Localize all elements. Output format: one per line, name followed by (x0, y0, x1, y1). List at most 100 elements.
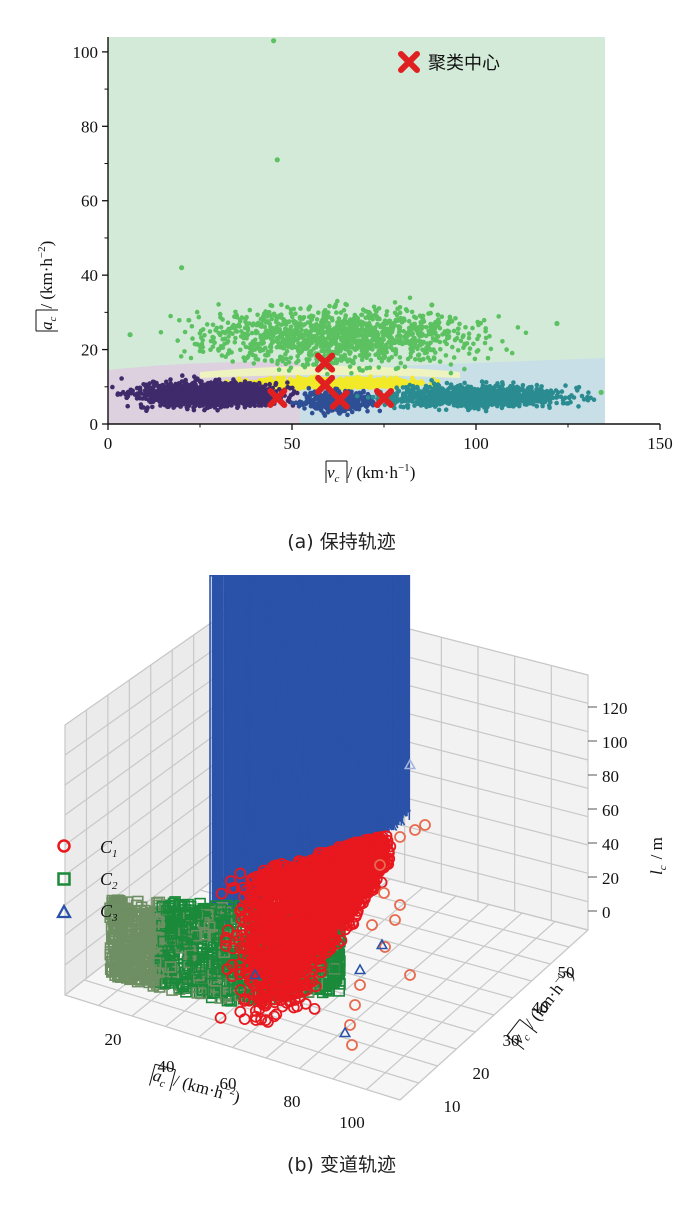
scatter-point (307, 357, 312, 362)
scatter-point (322, 337, 327, 342)
scatter-point (155, 383, 160, 389)
scatter-point (207, 400, 213, 405)
scatter-point (488, 346, 494, 352)
scatter-point (314, 317, 320, 322)
scatter-point (254, 387, 260, 393)
scatter-point (534, 403, 540, 409)
scatter-point (359, 348, 365, 354)
scatter-point (250, 352, 256, 358)
scatter-point (232, 324, 237, 330)
scatter-point (322, 308, 328, 313)
scatter-point (415, 346, 420, 352)
scatter-point (430, 327, 435, 332)
scatter-point (239, 315, 245, 320)
scatter-point (403, 307, 409, 312)
scatter-point (286, 368, 292, 373)
scatter-point (359, 326, 365, 332)
scatter-point (206, 404, 212, 409)
scatter-point (259, 384, 265, 390)
scatter-point (372, 334, 378, 340)
scatter-point (128, 387, 134, 393)
scatter-point (141, 405, 146, 410)
scatter-point (233, 401, 239, 406)
scatter-point (339, 408, 345, 414)
scatter-point (168, 313, 173, 319)
scatter-point (483, 329, 488, 334)
scatter-point (267, 381, 273, 387)
scatter-point (229, 397, 235, 402)
scatter-point (373, 325, 378, 330)
scatter-point (235, 388, 240, 394)
scatter-point (295, 330, 301, 335)
scatter-point (255, 357, 261, 362)
scatter-point (332, 335, 338, 341)
scatter-point (339, 321, 344, 326)
scatter-point (315, 406, 320, 411)
scatter-point (401, 340, 406, 346)
scatter-point (347, 351, 353, 357)
scatter-point (377, 379, 383, 385)
scatter-point (389, 327, 395, 332)
scatter-point (462, 380, 467, 386)
scatter-point (398, 333, 403, 339)
scatter-point (349, 409, 355, 415)
scatter-point (302, 406, 307, 411)
scatter-point (466, 351, 472, 356)
scatter-point (446, 329, 452, 335)
scatter-point (245, 325, 251, 331)
scatter-point (178, 354, 184, 359)
scatter-point (455, 348, 461, 353)
scatter-point (174, 402, 180, 408)
scatter-point (412, 341, 418, 347)
scatter-point (320, 341, 325, 346)
scatter-point (520, 383, 526, 388)
scatter-point (251, 361, 257, 366)
scatter-point (292, 321, 297, 326)
scatter-point (321, 349, 327, 354)
scatter-point (421, 356, 426, 362)
scatter-point (200, 344, 205, 350)
scatter-point (288, 324, 294, 330)
scatter-point (336, 316, 342, 321)
scatter-point (146, 398, 152, 404)
scatter-point (504, 347, 509, 352)
scatter-point (395, 365, 401, 371)
scatter-point (436, 407, 442, 413)
scatter-point (384, 312, 389, 318)
scatter-point (284, 356, 289, 362)
scatter-point (376, 306, 382, 311)
scatter-point (365, 395, 371, 400)
scatter-point (145, 388, 151, 394)
scatter-point (381, 330, 387, 335)
scatter-point (345, 412, 350, 418)
scatter-point (208, 347, 213, 353)
scatter-point (357, 404, 362, 410)
scatter-point (374, 309, 379, 314)
scatter-point (297, 314, 303, 320)
scatter-point (392, 310, 398, 316)
scatter-point (414, 379, 419, 385)
scatter-point (332, 304, 337, 310)
scatter-point (315, 338, 321, 344)
scatter-point (258, 316, 264, 322)
scatter-point (233, 328, 239, 334)
scatter-point (110, 384, 115, 390)
scatter-point (401, 329, 407, 334)
scatter-point (547, 405, 552, 411)
scatter-point (263, 328, 269, 334)
scatter-point (185, 406, 190, 412)
scatter-point (233, 335, 238, 341)
scatter-point (182, 349, 187, 354)
scatter-point (347, 364, 353, 369)
scatter-point (376, 355, 382, 361)
scatter-point (240, 400, 245, 405)
scatter-point (402, 333, 408, 339)
scatter-point (125, 403, 130, 409)
scatter-point (219, 353, 225, 358)
scatter-point (361, 335, 367, 341)
scatter-point (251, 383, 257, 389)
scatter-point (249, 392, 255, 397)
scatter-point (229, 350, 234, 355)
scatter-point (395, 306, 400, 312)
scatter-point (210, 322, 216, 328)
